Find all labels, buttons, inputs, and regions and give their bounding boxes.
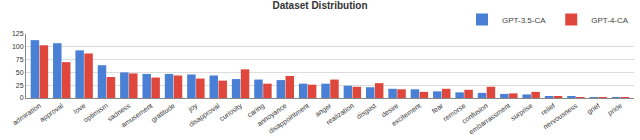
svg-text:embarrassment: embarrassment: [468, 102, 512, 136]
svg-text:relief: relief: [540, 102, 556, 116]
svg-text:GPT-3.5-CA: GPT-3.5-CA: [502, 16, 546, 25]
svg-text:excitement: excitement: [390, 102, 422, 127]
svg-text:Dataset Distribution: Dataset Distribution: [272, 0, 367, 11]
svg-text:125: 125: [12, 30, 24, 37]
svg-text:realization: realization: [325, 102, 355, 126]
svg-text:anger: anger: [314, 101, 334, 118]
svg-text:optimism: optimism: [82, 102, 110, 125]
svg-text:grief: grief: [586, 102, 602, 116]
svg-text:disapproval: disapproval: [187, 102, 221, 129]
svg-text:75: 75: [16, 56, 24, 63]
svg-text:25: 25: [16, 82, 24, 89]
svg-text:nervousness: nervousness: [542, 102, 579, 131]
svg-text:disappointment: disappointment: [267, 102, 311, 136]
svg-text:amusement: amusement: [120, 102, 154, 129]
svg-text:approval: approval: [38, 102, 65, 124]
svg-text:pride: pride: [606, 102, 623, 118]
svg-text:fear: fear: [430, 101, 444, 114]
svg-text:curiosity: curiosity: [218, 102, 244, 124]
svg-text:confusion: confusion: [460, 102, 489, 125]
svg-text:surprise: surprise: [509, 102, 534, 123]
svg-text:annoyance: annoyance: [256, 102, 289, 128]
svg-text:caring: caring: [246, 102, 266, 120]
svg-text:GPT-4-CA: GPT-4-CA: [591, 16, 629, 25]
svg-text:0: 0: [20, 94, 24, 101]
svg-text:disgust: disgust: [355, 102, 378, 121]
svg-text:100: 100: [12, 43, 24, 50]
svg-text:50: 50: [16, 69, 24, 76]
svg-text:desire: desire: [380, 102, 400, 119]
svg-text:sadness: sadness: [106, 102, 132, 123]
svg-text:admiration: admiration: [11, 102, 42, 127]
svg-text:love: love: [72, 102, 87, 115]
svg-text:gratitude: gratitude: [150, 102, 177, 124]
svg-text:remorse: remorse: [442, 102, 467, 123]
svg-text:joy: joy: [186, 102, 199, 115]
